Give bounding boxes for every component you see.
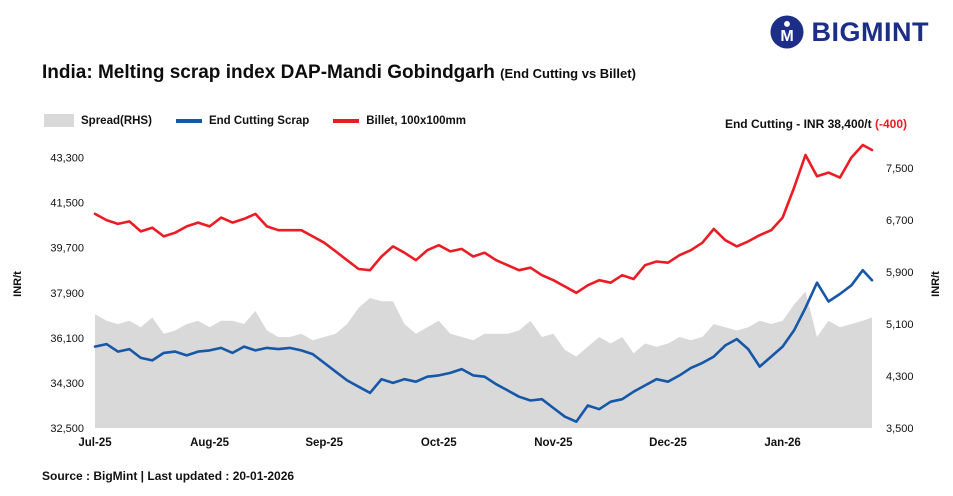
price-annotation: End Cutting - INR 38,400/t (-400)	[725, 117, 907, 131]
x-axis-tick: Nov-25	[534, 437, 573, 449]
price-annotation-label: End Cutting - INR 38,400/t	[724, 117, 872, 131]
right-axis-tick: 4,300	[886, 371, 914, 383]
legend-label-spread: Spread(RHS)	[81, 114, 152, 127]
legend-item-spread: Spread(RHS)	[44, 114, 152, 127]
bigmint-logo: M BIGMINT	[769, 15, 930, 49]
right-axis-tick: 6,700	[886, 215, 914, 227]
x-axis-tick: Oct-25	[421, 437, 457, 449]
legend-label-billet: Billet, 100x100mm	[366, 114, 466, 127]
end-cutting-line	[93, 268, 874, 424]
left-axis-tick: 43,300	[50, 153, 84, 165]
end-cutting-swatch	[175, 118, 202, 123]
x-axis-tick: Jan-26	[764, 437, 800, 449]
left-axis-tick: 36,100	[50, 333, 84, 345]
legend-item-billet: Billet, 100x100mm	[333, 115, 466, 127]
left-axis-tick: 34,300	[50, 378, 84, 390]
page-title: India: Melting scrap index DAP-Mandi Gob…	[42, 62, 636, 84]
spread-area	[95, 291, 872, 428]
spread-swatch	[44, 114, 74, 127]
brand-text: BIGMINT	[811, 16, 929, 47]
legend: Spread(RHS) End Cutting Scrap Billet, 10…	[44, 114, 466, 127]
x-axis-tick: Jul-25	[78, 437, 112, 449]
right-axis-tick: 3,500	[886, 423, 914, 435]
x-axis-tick: Sep-25	[305, 437, 343, 449]
left-axis-tick: 37,900	[50, 288, 84, 300]
left-axis-tick: 39,700	[50, 243, 84, 255]
legend-label-end-cutting: End Cutting Scrap	[208, 114, 310, 127]
right-axis-tick: 5,100	[886, 319, 914, 331]
bigmint-logo-icon: M	[769, 15, 804, 49]
x-axis-tick: Dec-25	[649, 437, 687, 449]
right-axis-tick: 7,500	[886, 163, 914, 175]
billet-line	[93, 143, 874, 295]
x-axis-tick: Aug-25	[190, 437, 230, 449]
svg-text:M: M	[780, 27, 793, 45]
right-axis-title: INR/t	[930, 271, 942, 297]
right-axis-tick: 5,900	[886, 267, 914, 279]
left-axis-tick: 41,500	[50, 198, 84, 210]
left-axis-tick: 32,500	[50, 423, 84, 435]
left-axis-title: INR/t	[12, 271, 24, 297]
source-note: Source : BigMint | Last updated : 20-01-…	[42, 469, 295, 483]
price-change: (-400)	[874, 117, 907, 131]
title-main: India: Melting scrap index DAP-Mandi Gob…	[42, 62, 495, 83]
legend-item-end-cutting: End Cutting Scrap	[175, 114, 310, 127]
title-subtitle: (End Cutting vs Billet)	[500, 66, 636, 81]
billet-swatch	[333, 118, 360, 123]
